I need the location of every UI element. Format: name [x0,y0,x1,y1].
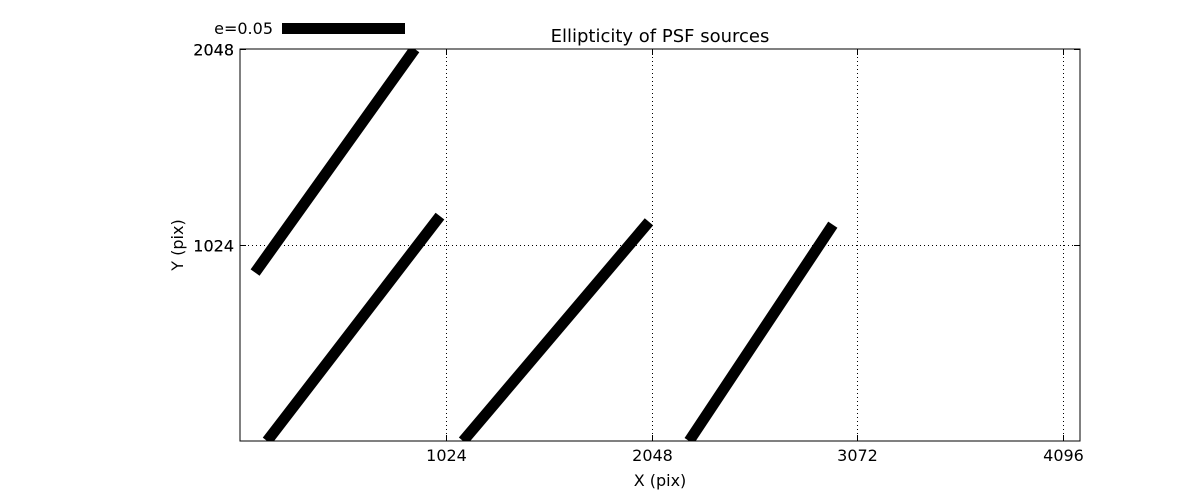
psf-segments [250,49,838,441]
psf-segment-3 [458,218,654,441]
y-tick-label-overlap: 2048 [193,41,234,60]
psf-segment-1 [250,49,420,276]
y-axis-label: Y (pix) [168,219,187,271]
scale-bar-label: e=0.05 [214,19,273,38]
grid [240,49,1080,441]
psf-segment-4 [684,221,838,441]
chart-title: Ellipticity of PSF sources [551,26,770,47]
y-tick-label-overlap: 1024 [193,237,234,256]
x-tick-label: 3072 [837,446,878,465]
x-tick-label: 1024 [426,446,467,465]
psf-segment-2 [262,212,445,441]
x-tick-label: 4096 [1043,446,1084,465]
y-tick-label: 2048 [193,41,234,60]
ticks [240,49,1080,441]
x-axis-label: X (pix) [634,471,687,490]
scale-bar [282,23,405,34]
x-tick-label: 2048 [632,446,673,465]
y-tick-label: 1024 [193,237,234,256]
